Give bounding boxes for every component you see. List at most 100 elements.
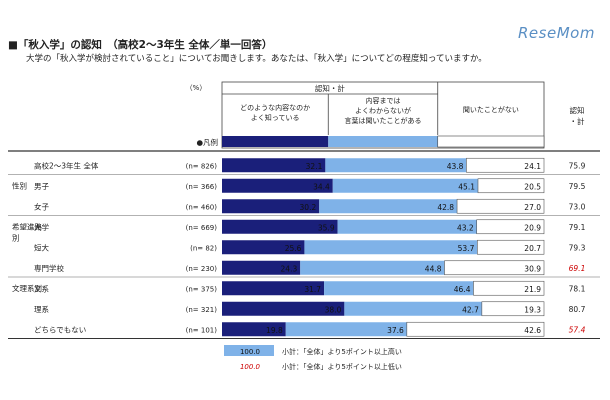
bar-segment bbox=[222, 219, 338, 234]
brand-logo: ReseMom bbox=[518, 24, 595, 42]
bar-value-label: 42.6 bbox=[524, 326, 541, 335]
bar-value-label: 27.0 bbox=[524, 203, 541, 212]
legend-label-notheard: 聞いたことがない bbox=[463, 105, 519, 114]
bar-segment bbox=[444, 260, 545, 276]
row-n: (n= 669) bbox=[186, 224, 218, 232]
legend-swatch-heard bbox=[328, 136, 438, 147]
note-high-text: 小計：「全体」より5ポイント以上高い bbox=[282, 347, 402, 356]
bar-value-label: 25.6 bbox=[285, 244, 302, 253]
bar-segment bbox=[222, 158, 326, 173]
row-total: 80.7 bbox=[569, 305, 586, 314]
row-label: 理系 bbox=[34, 304, 49, 314]
bar-value-label: 30.2 bbox=[300, 203, 317, 212]
bar-value-label: 46.4 bbox=[454, 285, 471, 294]
row-total: 79.1 bbox=[569, 223, 586, 232]
row-n: (n= 366) bbox=[186, 183, 218, 191]
bar-value-label: 43.8 bbox=[447, 162, 464, 171]
row-n: (n= 826) bbox=[186, 162, 218, 170]
row-label: 大学 bbox=[34, 222, 49, 232]
row-label: 短大 bbox=[34, 242, 49, 252]
row-total: 78.1 bbox=[569, 284, 586, 293]
row-total: 75.9 bbox=[569, 161, 586, 170]
bar-value-label: 20.5 bbox=[524, 182, 541, 191]
row-label: どちらでもない bbox=[34, 325, 86, 334]
bar-segment bbox=[304, 240, 478, 255]
bar-value-label: 19.8 bbox=[266, 326, 283, 335]
row-label: 文系 bbox=[34, 283, 49, 293]
row-n: (n= 460) bbox=[186, 203, 218, 211]
bar-segment bbox=[222, 178, 333, 193]
row-total: 69.1 bbox=[569, 264, 586, 273]
row-total: 73.0 bbox=[569, 202, 586, 211]
group-label: 認知・計 bbox=[315, 83, 345, 93]
legend-swatch-known bbox=[222, 136, 329, 147]
bar-segment bbox=[222, 322, 286, 337]
bar-segment bbox=[476, 219, 545, 235]
group-label-side: 文理系別 bbox=[12, 283, 42, 293]
group-label-side: 希望進路別 bbox=[12, 222, 42, 243]
bar-segment bbox=[344, 301, 482, 316]
legend-swatch-notheard bbox=[437, 135, 545, 148]
bar-value-label: 21.9 bbox=[524, 285, 541, 294]
bar-segment bbox=[477, 239, 545, 255]
note-low-text: 小計：「全体」より5ポイント以上低い bbox=[282, 362, 402, 371]
row-label: 男子 bbox=[34, 182, 49, 191]
legend-marker: ●凡例 bbox=[196, 137, 218, 147]
row-total: 57.4 bbox=[569, 325, 586, 334]
note-low-sample: 100.0 bbox=[240, 363, 261, 371]
bar-value-label: 20.9 bbox=[524, 223, 541, 232]
bar-segment bbox=[477, 178, 545, 194]
note-high-swatch bbox=[224, 345, 274, 356]
row-n: (n= 82) bbox=[190, 244, 217, 252]
bar-value-label: 42.7 bbox=[462, 305, 479, 314]
group-label-side: 性別 bbox=[12, 181, 27, 191]
bar-value-label: 38.0 bbox=[325, 305, 342, 314]
row-n: (n= 375) bbox=[186, 285, 218, 293]
bar-segment bbox=[324, 281, 474, 296]
unit-label: （%） bbox=[186, 84, 207, 92]
row-n: (n= 321) bbox=[186, 306, 218, 314]
row-n: (n= 230) bbox=[186, 265, 218, 273]
bar-value-label: 20.7 bbox=[524, 244, 541, 253]
row-label: 高校2～3年生 全体 bbox=[34, 160, 99, 170]
bar-value-label: 30.9 bbox=[524, 264, 541, 273]
row-n: (n= 101) bbox=[186, 326, 218, 334]
bar-segment bbox=[222, 260, 301, 275]
bar-segment bbox=[481, 301, 545, 317]
chart-title: ■「秋入学」の認知 （高校2～3年生 全体／単一回答） bbox=[8, 39, 273, 51]
bar-segment bbox=[300, 260, 445, 275]
bar-segment bbox=[222, 199, 320, 214]
bar-segment bbox=[285, 322, 407, 337]
legend-label-heard: 内容まではよくわからないが言葉は聞いたことがある bbox=[345, 96, 422, 125]
bar-value-label: 24.1 bbox=[524, 162, 541, 171]
total-column-header: 認知・計 bbox=[570, 105, 585, 126]
question-text: 大学の「秋入学が検討されていること」についてお聞きします。あなたは、「秋入学」に… bbox=[26, 54, 487, 64]
bar-value-label: 32.1 bbox=[306, 162, 323, 171]
row-total: 79.3 bbox=[569, 243, 586, 252]
row-label: 女子 bbox=[34, 201, 49, 211]
bar-segment bbox=[222, 301, 345, 316]
bar-value-label: 42.8 bbox=[437, 203, 454, 212]
bar-value-label: 34.4 bbox=[313, 182, 330, 191]
bar-segment bbox=[406, 321, 545, 337]
bar-value-label: 43.2 bbox=[457, 223, 474, 232]
bar-value-label: 37.6 bbox=[387, 326, 404, 335]
bar-segment bbox=[466, 157, 545, 173]
bar-value-label: 53.7 bbox=[458, 244, 475, 253]
bar-segment bbox=[337, 219, 477, 234]
bar-value-label: 24.3 bbox=[281, 264, 298, 273]
bar-value-label: 45.1 bbox=[458, 182, 475, 191]
bar-segment bbox=[332, 178, 478, 193]
bar-segment bbox=[456, 198, 545, 214]
note-high-sample: 100.0 bbox=[240, 348, 260, 356]
bar-segment bbox=[222, 281, 325, 296]
bar-value-label: 19.3 bbox=[524, 305, 541, 314]
bar-value-label: 35.9 bbox=[318, 223, 335, 232]
bar-segment bbox=[222, 240, 305, 255]
bar-value-label: 44.8 bbox=[425, 264, 442, 273]
bar-value-label: 31.7 bbox=[304, 285, 321, 294]
bar-segment bbox=[473, 280, 545, 296]
legend-label-known: どのような内容なのかよく知っている bbox=[240, 103, 310, 122]
row-total: 79.5 bbox=[569, 182, 586, 191]
